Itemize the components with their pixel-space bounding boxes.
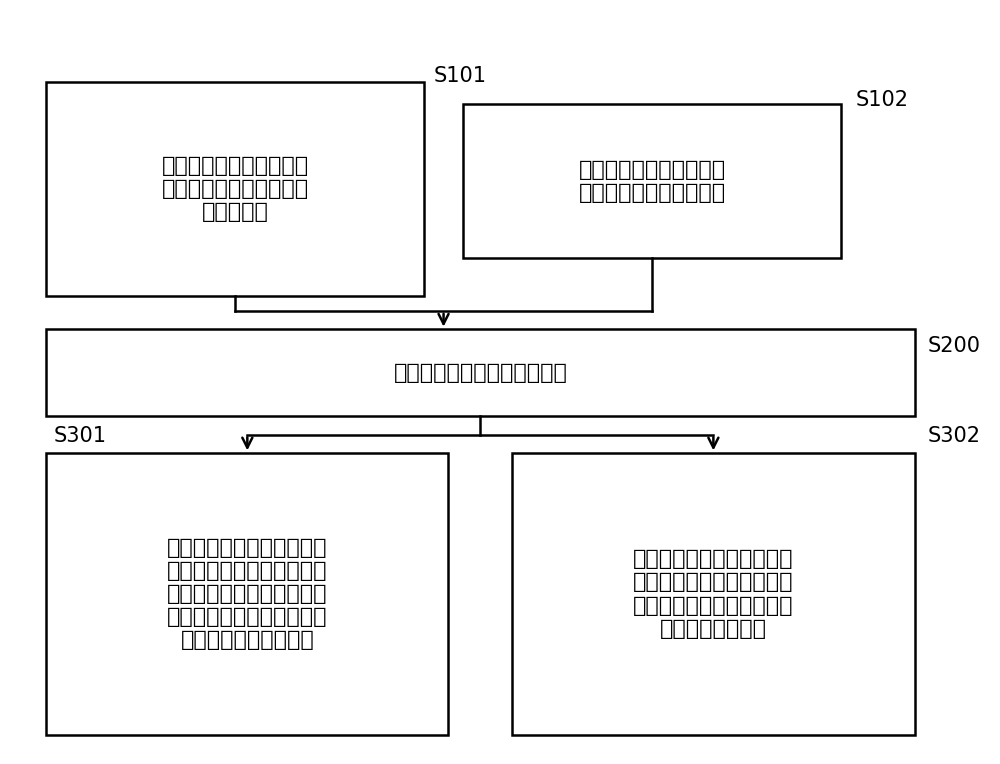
Text: S101: S101: [434, 66, 487, 86]
Text: 控制所述光伏系统以电流
源模式启动并以电流源模
式并网运行: 控制所述光伏系统以电流 源模式启动并以电流源模 式并网运行: [162, 156, 309, 222]
Bar: [46, 82, 424, 296]
Text: 获取所述光伏系统的输出功率: 获取所述光伏系统的输出功率: [393, 363, 567, 383]
Bar: [512, 453, 915, 734]
Text: S102: S102: [856, 90, 909, 111]
Text: 在所述光伏系统的输出功率
小于第一预设功率时，控制
所述光伏系统保持电流源模
式并网运行，并继续获取所
述光伏系统的输出功率: 在所述光伏系统的输出功率 小于第一预设功率时，控制 所述光伏系统保持电流源模 式…: [167, 538, 328, 650]
Text: 控制所述光伏系统启动，
并以电流源模式并网运行: 控制所述光伏系统启动， 并以电流源模式并网运行: [578, 160, 726, 203]
Text: 在所述光伏系统的输出功率
大于或者等于第一预设功率
时，控制所述光伏系统切换
至电压源模式运行: 在所述光伏系统的输出功率 大于或者等于第一预设功率 时，控制所述光伏系统切换 至…: [633, 549, 794, 639]
Text: S302: S302: [927, 426, 980, 445]
Bar: [463, 105, 841, 258]
Text: S200: S200: [927, 335, 980, 356]
Text: S301: S301: [54, 426, 107, 445]
Bar: [46, 329, 915, 416]
Bar: [46, 453, 448, 734]
